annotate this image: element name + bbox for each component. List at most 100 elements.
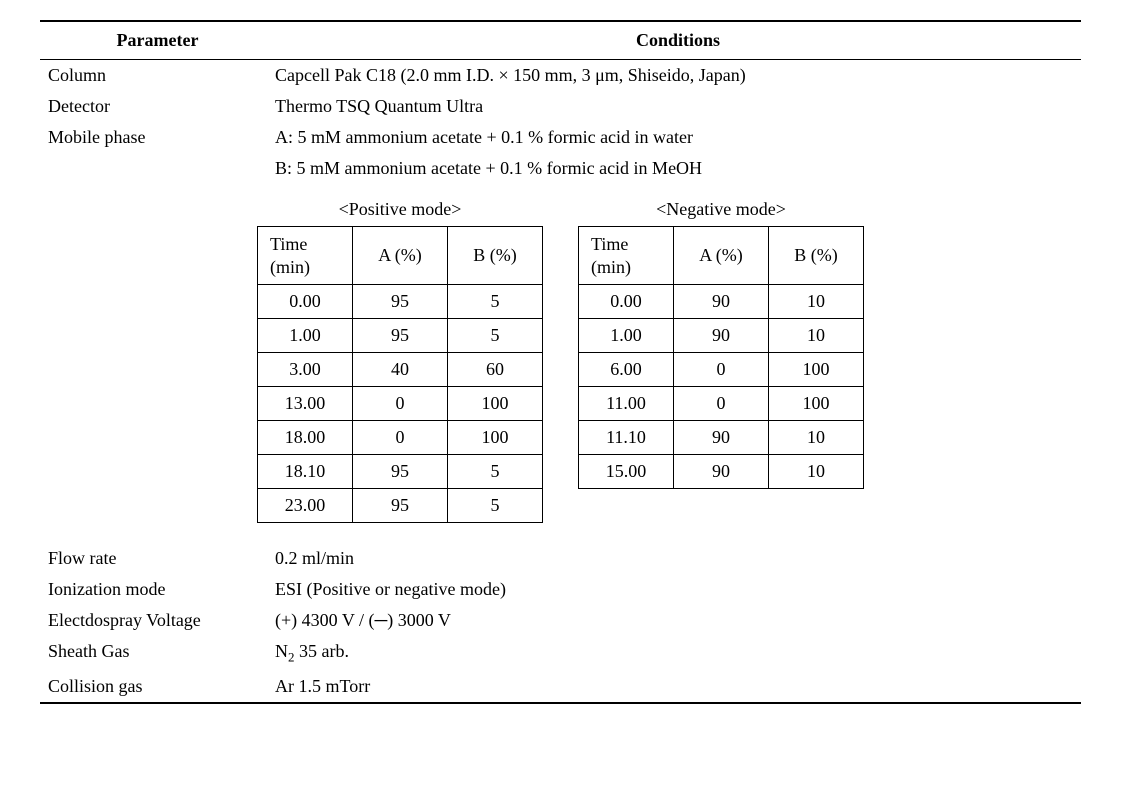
cell-time: 18.10 [258,455,353,489]
cell-a: 95 [353,489,448,523]
negative-mode-table: Time(min) A (%) B (%) 0.0090101.0090106.… [578,226,864,489]
table-header-row: Time(min) A (%) B (%) [258,227,543,285]
value-column: Capcell Pak C18 (2.0 mm I.D. × 150 mm, 3… [275,65,1081,86]
header-b: B (%) [769,227,864,285]
label-sheath-gas: Sheath Gas [40,641,275,666]
positive-mode-table: Time(min) A (%) B (%) 0.009551.009553.00… [257,226,543,523]
header-b: B (%) [448,227,543,285]
table-row: 23.00955 [258,489,543,523]
cell-a: 95 [353,285,448,319]
cell-a: 0 [353,421,448,455]
cell-a: 90 [674,285,769,319]
cell-b: 10 [769,285,864,319]
value-detector: Thermo TSQ Quantum Ultra [275,96,1081,117]
positive-mode-title: <Positive mode> [339,199,462,220]
positive-mode-body: 0.009551.009553.00406013.00010018.000100… [258,285,543,523]
header-time: Time(min) [579,227,674,285]
label-mobile-phase-empty [40,158,275,179]
row-column: Column Capcell Pak C18 (2.0 mm I.D. × 15… [40,60,1081,91]
cell-time: 6.00 [579,353,674,387]
cell-b: 100 [448,421,543,455]
table-row: 15.009010 [579,455,864,489]
label-collision-gas: Collision gas [40,676,275,697]
cell-b: 5 [448,455,543,489]
table-row: 6.000100 [579,353,864,387]
cell-b: 5 [448,319,543,353]
cell-b: 10 [769,455,864,489]
cell-a: 90 [674,455,769,489]
cell-time: 23.00 [258,489,353,523]
table-row: 18.10955 [258,455,543,489]
row-mobile-phase-b: B: 5 mM ammonium acetate + 0.1 % formic … [40,153,1081,184]
value-mobile-phase-a: A: 5 mM ammonium acetate + 0.1 % formic … [275,127,1081,148]
cell-time: 13.00 [258,387,353,421]
negative-mode-body: 0.0090101.0090106.00010011.00010011.1090… [579,285,864,489]
row-mobile-phase: Mobile phase A: 5 mM ammonium acetate + … [40,122,1081,153]
row-flow-rate: Flow rate 0.2 ml/min [40,543,1081,574]
cell-time: 1.00 [579,319,674,353]
header-time: Time(min) [258,227,353,285]
label-ionization-mode: Ionization mode [40,579,275,600]
label-electrospray-voltage: Electdospray Voltage [40,610,275,631]
row-sheath-gas: Sheath Gas N2 35 arb. [40,636,1081,671]
positive-mode-block: <Positive mode> Time(min) A (%) B (%) 0.… [257,199,543,523]
value-collision-gas: Ar 1.5 mTorr [275,676,1081,697]
cell-b: 60 [448,353,543,387]
cell-a: 90 [674,319,769,353]
table-row: 0.009010 [579,285,864,319]
label-detector: Detector [40,96,275,117]
cell-b: 100 [769,387,864,421]
header-a: A (%) [353,227,448,285]
cell-b: 10 [769,319,864,353]
table-row: 0.00955 [258,285,543,319]
cell-b: 100 [448,387,543,421]
header-a: A (%) [674,227,769,285]
table-row: 11.000100 [579,387,864,421]
cell-a: 0 [674,387,769,421]
label-mobile-phase: Mobile phase [40,127,275,148]
table-row: 1.009010 [579,319,864,353]
cell-a: 90 [674,421,769,455]
table-row: 18.000100 [258,421,543,455]
cell-time: 1.00 [258,319,353,353]
gradient-tables-section: <Positive mode> Time(min) A (%) B (%) 0.… [40,199,1081,523]
cell-a: 0 [353,387,448,421]
value-mobile-phase-b: B: 5 mM ammonium acetate + 0.1 % formic … [275,158,1081,179]
cell-a: 40 [353,353,448,387]
cell-a: 0 [674,353,769,387]
cell-time: 0.00 [258,285,353,319]
label-column: Column [40,65,275,86]
cell-time: 11.10 [579,421,674,455]
cell-b: 5 [448,489,543,523]
cell-time: 11.00 [579,387,674,421]
header-parameter: Parameter [40,30,275,51]
table-row: 13.000100 [258,387,543,421]
cell-time: 15.00 [579,455,674,489]
header-conditions: Conditions [275,30,1081,51]
table-header-row: Parameter Conditions [40,22,1081,60]
row-detector: Detector Thermo TSQ Quantum Ultra [40,91,1081,122]
value-electrospray-voltage: (+) 4300 V / (─) 3000 V [275,610,1081,631]
value-flow-rate: 0.2 ml/min [275,548,1081,569]
cell-time: 0.00 [579,285,674,319]
negative-mode-title: <Negative mode> [656,199,786,220]
cell-b: 100 [769,353,864,387]
cell-b: 5 [448,285,543,319]
table-row: 3.004060 [258,353,543,387]
cell-a: 95 [353,455,448,489]
table-header-row: Time(min) A (%) B (%) [579,227,864,285]
value-ionization-mode: ESI (Positive or negative mode) [275,579,1081,600]
table-row: 1.00955 [258,319,543,353]
row-electrospray-voltage: Electdospray Voltage (+) 4300 V / (─) 30… [40,605,1081,636]
value-sheath-gas: N2 35 arb. [275,641,1081,666]
cell-time: 3.00 [258,353,353,387]
cell-time: 18.00 [258,421,353,455]
cell-a: 95 [353,319,448,353]
row-collision-gas: Collision gas Ar 1.5 mTorr [40,671,1081,702]
label-flow-rate: Flow rate [40,548,275,569]
table-row: 11.109010 [579,421,864,455]
bottom-rule [40,702,1081,704]
negative-mode-block: <Negative mode> Time(min) A (%) B (%) 0.… [578,199,864,523]
row-ionization-mode: Ionization mode ESI (Positive or negativ… [40,574,1081,605]
cell-b: 10 [769,421,864,455]
